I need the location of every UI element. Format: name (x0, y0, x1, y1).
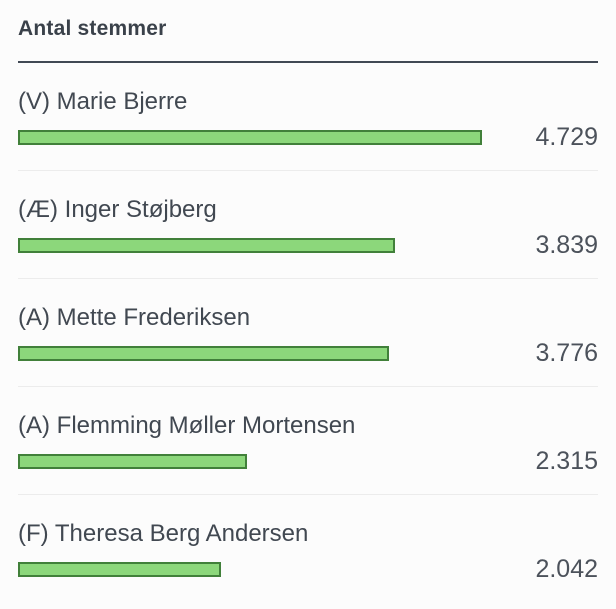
candidate-row: (A) Flemming Møller Mortensen 2.315 (18, 387, 598, 495)
vote-bar (18, 237, 395, 253)
vote-bar (18, 345, 389, 361)
vote-count: 2.315 (535, 446, 598, 475)
candidate-row: (Æ) Inger Støjberg 3.839 (18, 171, 598, 279)
bar-line: 2.315 (18, 446, 598, 476)
candidate-name: (V) Marie Bjerre (18, 88, 188, 115)
vote-count: 3.839 (535, 230, 598, 259)
header-divider (18, 61, 598, 63)
vote-bar (18, 561, 221, 577)
candidate-row: (A) Mette Frederiksen 3.776 (18, 279, 598, 387)
candidate-row: (V) Marie Bjerre 4.729 (18, 63, 598, 171)
candidate-name: (F) Theresa Berg Andersen (18, 520, 309, 547)
candidate-name: (A) Mette Frederiksen (18, 304, 251, 331)
vote-count: 2.042 (535, 554, 598, 583)
candidate-name: (A) Flemming Møller Mortensen (18, 412, 356, 439)
bar-line: 2.042 (18, 554, 598, 584)
vote-bar (18, 129, 482, 145)
bar-chart: (V) Marie Bjerre 4.729 (Æ) Inger Støjber… (18, 63, 598, 603)
vote-count: 3.776 (535, 338, 598, 367)
candidate-row: (F) Theresa Berg Andersen 2.042 (18, 495, 598, 603)
bar-line: 3.839 (18, 230, 598, 260)
vote-count: 4.729 (535, 122, 598, 151)
page-title: Antal stemmer (18, 17, 167, 40)
bar-line: 4.729 (18, 122, 598, 152)
vote-bar (18, 453, 247, 469)
bar-line: 3.776 (18, 338, 598, 368)
candidate-name: (Æ) Inger Støjberg (18, 196, 217, 223)
